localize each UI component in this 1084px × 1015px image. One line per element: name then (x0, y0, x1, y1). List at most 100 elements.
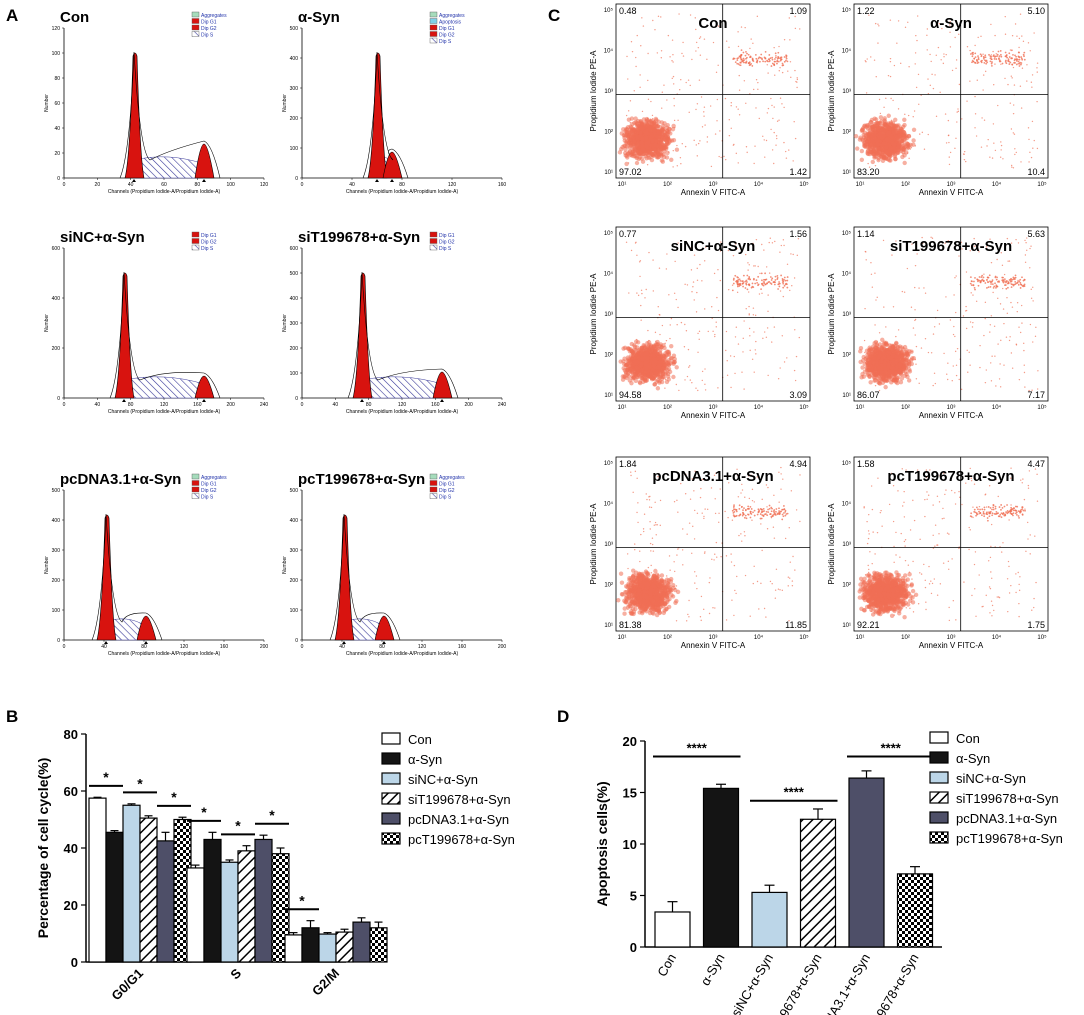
cell-dot (622, 135, 627, 140)
cell-dot (986, 145, 988, 147)
cell-dot (656, 149, 661, 155)
cell-dot (885, 97, 887, 100)
cell-dot (651, 360, 656, 366)
legend-swatch (191, 486, 200, 493)
cell-dot (745, 50, 747, 53)
cell-dot (739, 279, 742, 282)
cell-dot (635, 340, 641, 345)
cell-dot (695, 311, 698, 313)
cell-dot (703, 106, 706, 108)
cell-dot (644, 347, 649, 353)
cell-dot (1018, 37, 1021, 40)
cell-dot (664, 342, 666, 345)
cell-dot (638, 261, 641, 263)
cell-dot (752, 307, 755, 309)
cell-dot (716, 120, 718, 122)
cell-dot (896, 145, 901, 150)
cell-dot (635, 124, 638, 126)
cell-dot (948, 163, 951, 166)
scatter-points (858, 236, 1039, 392)
cell-dot (995, 53, 997, 55)
y-tick-label: 500 (290, 271, 299, 277)
cell-dot (646, 164, 649, 166)
cell-dot (875, 133, 877, 135)
cell-dot (877, 23, 879, 25)
y-axis-label: Number (282, 556, 288, 574)
cell-dot (654, 29, 656, 31)
cell-dot (1009, 61, 1012, 64)
legend-label: Dip S (201, 246, 214, 252)
cell-dot (760, 272, 763, 275)
x-tick-label: 0 (63, 644, 66, 650)
cell-dot (870, 126, 873, 129)
cell-dot (638, 130, 643, 136)
cell-dot (772, 117, 774, 120)
cell-dot (773, 63, 776, 66)
cell-dot (747, 269, 749, 271)
cell-dot (665, 150, 670, 156)
cell-dot (947, 119, 950, 122)
cell-dot (1026, 64, 1028, 66)
cell-dot (759, 272, 761, 275)
cell-dot (939, 91, 941, 94)
x-tick-label: 240 (498, 402, 507, 408)
cell-dot (775, 135, 778, 137)
cell-dot (771, 149, 774, 151)
cell-dot (870, 261, 872, 264)
cell-dot (633, 120, 639, 125)
cell-dot (889, 380, 894, 385)
cell-dot (694, 17, 696, 19)
cell-dot (622, 374, 627, 379)
cell-dot (974, 44, 976, 47)
x-tick-label: 160 (431, 402, 440, 408)
cell-dot (781, 335, 784, 337)
cell-dot (1000, 55, 1003, 58)
cell-dot (720, 156, 722, 159)
cell-dot (630, 41, 633, 43)
cell-dot (876, 157, 881, 163)
g2-peak (382, 151, 403, 179)
cell-dot (1010, 57, 1013, 60)
cell-dot (731, 284, 734, 286)
cell-dot (648, 339, 650, 342)
cell-dot (998, 55, 1001, 58)
cell-dot (926, 49, 928, 51)
y-tick-label: 60 (54, 101, 60, 107)
y-tick-label: 500 (52, 488, 61, 494)
cell-dot (989, 60, 992, 63)
cell-dot (774, 240, 776, 243)
cell-dot (974, 95, 976, 98)
y-tick-label: 300 (290, 321, 299, 327)
cell-dot (883, 384, 888, 390)
cell-dot (691, 58, 693, 61)
cell-dot (879, 360, 881, 362)
cell-dot (727, 249, 730, 252)
cell-dot (684, 323, 686, 326)
cell-dot (881, 351, 887, 356)
cell-dot (623, 147, 628, 152)
cell-dot (716, 296, 718, 299)
cell-dot (639, 143, 645, 149)
cell-dot (799, 28, 801, 30)
cell-dot (906, 378, 912, 383)
cell-dot (780, 244, 783, 247)
cell-dot (649, 371, 654, 377)
cell-dot (879, 347, 885, 352)
cell-dot (855, 146, 860, 151)
cell-dot (628, 292, 630, 294)
cell-dot (717, 309, 720, 312)
cell-dot (706, 141, 708, 143)
cell-dot (969, 49, 971, 52)
cell-dot (974, 62, 977, 64)
cell-dot (1020, 63, 1022, 66)
cell-dot (636, 145, 641, 150)
cell-dot (762, 60, 764, 63)
cell-dot (704, 124, 706, 126)
cell-dot (869, 351, 875, 357)
cell-dot (699, 140, 701, 142)
cell-dot (974, 52, 977, 55)
cell-dot (660, 149, 662, 152)
y-tick-label: 10⁴ (604, 271, 614, 278)
cell-dot (686, 284, 689, 286)
histogram-title: Con (60, 9, 89, 26)
